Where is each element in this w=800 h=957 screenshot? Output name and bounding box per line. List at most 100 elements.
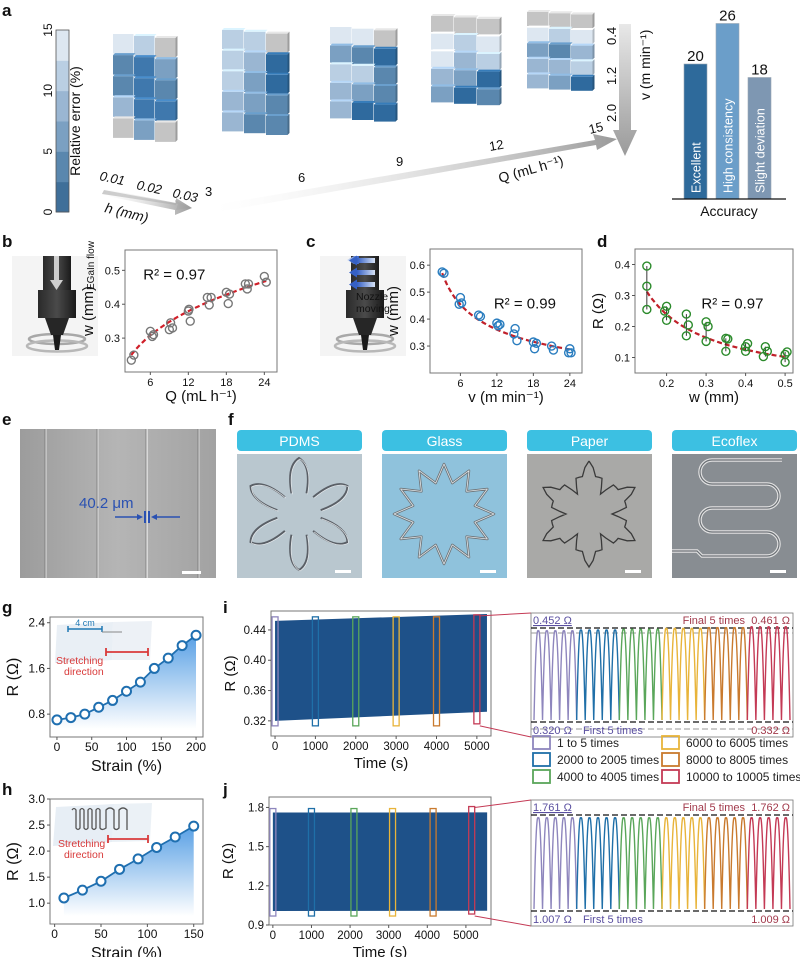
error-cell [266, 33, 288, 53]
x-axis-label: Time (s) [354, 755, 408, 772]
error-cell [477, 54, 500, 70]
film-sample-stretched [112, 803, 152, 842]
data-point [224, 289, 235, 299]
max-value-end-label: 0.461 Ω [751, 615, 790, 627]
legend-label: 1 to 5 times [557, 736, 619, 750]
legend-label: 2000 to 2005 times [557, 753, 659, 767]
scale-bar [480, 570, 496, 573]
final-cycles-label: Final 5 times [683, 615, 746, 627]
cycle-legend: 1 to 5 times 2000 to 2005 times 4000 to 40… [532, 735, 800, 784]
data-point [176, 640, 188, 652]
data-point [493, 321, 503, 331]
y-tick-label: 0.6 [410, 260, 425, 272]
data-point [782, 347, 792, 357]
y-tick-label: 0.32 [244, 716, 266, 728]
scale-bar [335, 570, 351, 573]
v-axis-ticks: 0.4 1.2 2.0 [604, 27, 619, 122]
snowflake-pattern [542, 460, 636, 569]
data-point [701, 317, 711, 327]
data-point [642, 281, 652, 291]
colorbar-segment [56, 60, 69, 92]
error-cell-top [549, 11, 573, 14]
x-tick-label: 0 [54, 740, 61, 754]
cycle-window-marker [392, 616, 400, 727]
error-cell [374, 48, 396, 66]
data-point [473, 310, 484, 320]
data-point [701, 336, 711, 347]
error-cell-top [222, 89, 246, 92]
error-cell [113, 34, 134, 54]
max-value-label: 0.452 Ω [533, 615, 572, 627]
error-cell [477, 36, 500, 53]
data-point [510, 323, 520, 334]
data-point [760, 341, 771, 352]
block-grid-q-3 [113, 32, 178, 142]
error-cell-top [454, 68, 479, 71]
x-axis-label: Time (s) [353, 944, 407, 957]
substrate-photo [672, 454, 797, 578]
cycle-window-marker [350, 807, 358, 917]
error-cell [155, 80, 176, 100]
error-cell-side [287, 93, 290, 115]
arrow-icon [357, 282, 375, 287]
error-cell-side [592, 28, 595, 44]
legend-label: 4000 to 4005 times [557, 770, 659, 784]
error-cell [549, 44, 571, 59]
substrate-label: Glass [427, 433, 463, 449]
error-cell-top [431, 49, 456, 52]
error-cell [244, 114, 266, 134]
error-cell [222, 71, 244, 91]
colorbar-label: Relative error (%) [67, 66, 83, 176]
substrate-glass: Glass [382, 430, 507, 578]
error-cell [155, 122, 176, 142]
cycle-waveform [575, 629, 621, 721]
data-point [548, 345, 559, 355]
error-cell-top [244, 50, 268, 53]
data-point [129, 350, 139, 360]
panel-b: b EGaIn flow 6 12 18 24 0.3 0.4 0.5 Q (mL h⁻¹) w… [2, 232, 278, 405]
error-cell [266, 116, 288, 135]
error-cell [454, 52, 477, 69]
x-tick-label: 4000 [414, 930, 440, 942]
cycle-window-marker [388, 807, 397, 917]
q-tick: 6 [298, 170, 305, 185]
y-tick-label: 0.44 [244, 625, 267, 637]
data-point [495, 319, 505, 330]
data-point [437, 267, 447, 277]
data-point [683, 320, 694, 330]
error-cell-top [374, 65, 398, 68]
data-point [148, 330, 159, 340]
error-cell-side [287, 72, 290, 94]
cycle-waveform [533, 630, 578, 721]
chart-j: 0 1000 2000 3000 4000 5000 0.9 1.2 1.5 1.8 Time (s… [220, 796, 794, 957]
y-tick-label: 0.2 [615, 322, 630, 334]
error-cell-top [330, 25, 354, 27]
x-tick-label: 100 [137, 927, 157, 941]
error-cell [244, 31, 266, 51]
error-cell-top [477, 34, 502, 37]
y-tick-label: 0.4 [105, 299, 120, 311]
error-cell-top [352, 82, 376, 85]
data-point [58, 892, 70, 904]
x-tick-label: 3000 [376, 930, 402, 942]
data-point [681, 331, 692, 341]
stretching-label: direction [64, 849, 104, 861]
q-axis-arrow [215, 134, 617, 212]
x-tick-label: 1000 [299, 930, 325, 942]
colorbar-segment [56, 30, 69, 61]
data-point [642, 304, 652, 315]
x-axis-label: v (m min⁻¹) [468, 389, 543, 406]
substrate-pdms: PDMS [237, 430, 362, 578]
substrate-header [672, 430, 797, 451]
error-cell [222, 112, 244, 132]
chart-c: 6 12 18 24 0.3 0.4 0.5 0.6 v (m min⁻¹) w (mm) R² =… [385, 248, 583, 406]
data-point [740, 346, 751, 356]
data-point [167, 323, 178, 333]
y-tick-label: 0.4 [410, 314, 425, 326]
y-tick-label: 0.3 [105, 333, 120, 345]
x-axis-label: w (mm) [688, 389, 739, 406]
v-tick: 0.4 [604, 27, 619, 45]
x-tick-label: 12 [182, 377, 194, 389]
x-tick-label: 12 [491, 378, 503, 390]
error-cell-top [352, 45, 376, 48]
